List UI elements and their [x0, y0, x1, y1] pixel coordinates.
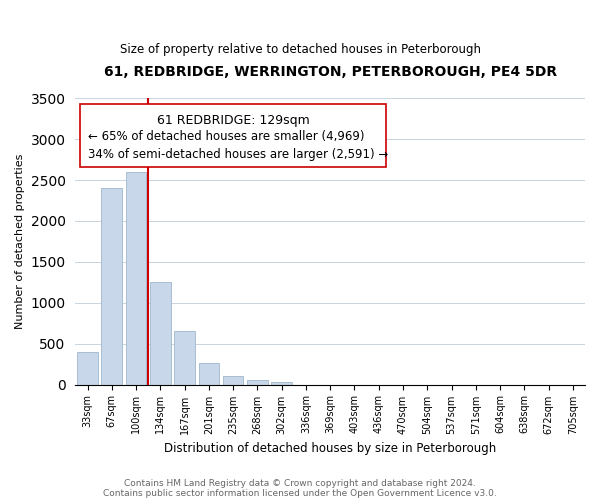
Text: Contains public sector information licensed under the Open Government Licence v3: Contains public sector information licen…	[103, 488, 497, 498]
Text: ← 65% of detached houses are smaller (4,969): ← 65% of detached houses are smaller (4,…	[88, 130, 365, 142]
Title: 61, REDBRIDGE, WERRINGTON, PETERBOROUGH, PE4 5DR: 61, REDBRIDGE, WERRINGTON, PETERBOROUGH,…	[104, 65, 557, 79]
Y-axis label: Number of detached properties: Number of detached properties	[15, 154, 25, 329]
Text: 34% of semi-detached houses are larger (2,591) →: 34% of semi-detached houses are larger (…	[88, 148, 388, 162]
Bar	[126, 172, 146, 384]
Bar	[199, 363, 219, 384]
Bar	[271, 382, 292, 384]
Text: Contains HM Land Registry data © Crown copyright and database right 2024.: Contains HM Land Registry data © Crown c…	[124, 478, 476, 488]
Bar	[150, 282, 170, 384]
Text: 61 REDBRIDGE: 129sqm: 61 REDBRIDGE: 129sqm	[157, 114, 310, 127]
FancyBboxPatch shape	[80, 104, 386, 167]
Bar	[247, 380, 268, 384]
Bar	[101, 188, 122, 384]
Text: Size of property relative to detached houses in Peterborough: Size of property relative to detached ho…	[119, 42, 481, 56]
Bar	[174, 332, 195, 384]
Bar	[77, 352, 98, 384]
Bar	[223, 376, 244, 384]
X-axis label: Distribution of detached houses by size in Peterborough: Distribution of detached houses by size …	[164, 442, 496, 455]
